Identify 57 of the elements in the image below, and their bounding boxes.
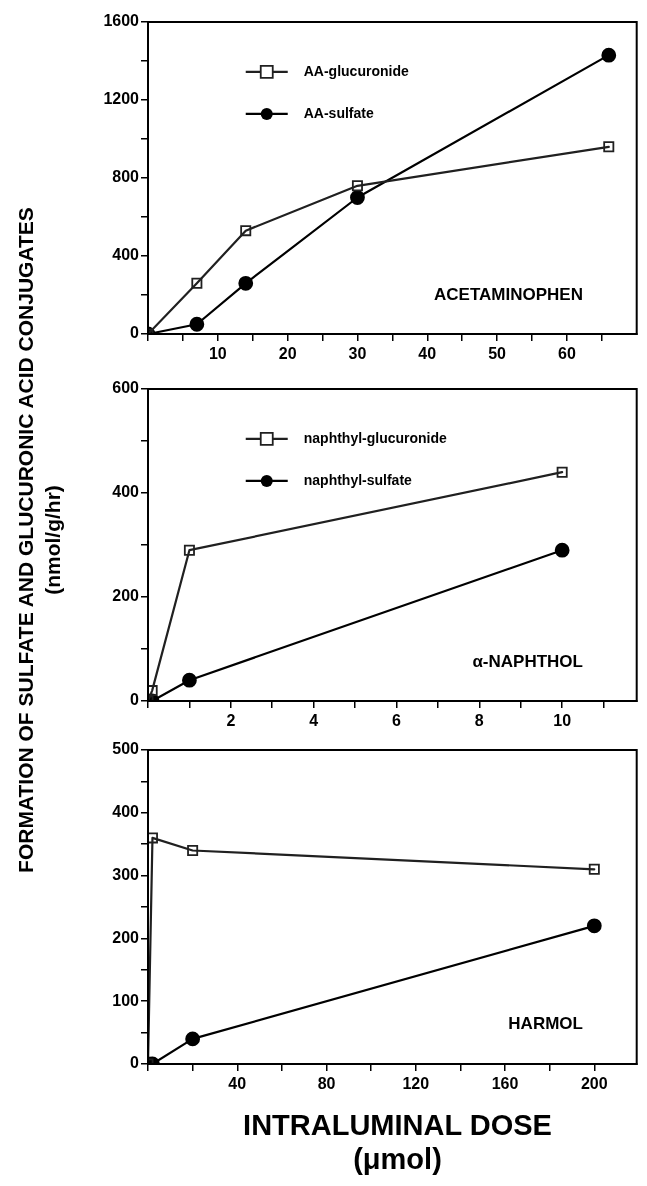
y-tick-label: 0 [130, 691, 140, 709]
x-tick-label: 2 [226, 712, 236, 730]
annotation: α-NAPHTHOL [472, 651, 583, 671]
x-tick-label: 40 [418, 345, 437, 363]
y-tick-label: 0 [130, 324, 140, 342]
point [183, 544, 195, 556]
annotation: ACETAMINOPHEN [434, 284, 583, 304]
y-tick-label: 300 [112, 866, 140, 884]
point [148, 832, 158, 844]
y-tick-label: 1200 [103, 90, 140, 108]
y-tick-label: 600 [112, 379, 140, 397]
y-tick-label: 200 [112, 928, 140, 946]
point [554, 542, 570, 558]
x-tick-label: 10 [553, 712, 572, 730]
annotation: HARMOL [508, 1014, 583, 1034]
point [556, 466, 568, 478]
x-tick-label: 120 [402, 1075, 430, 1093]
x-tick-label: 10 [208, 345, 227, 363]
point [601, 47, 617, 63]
y-tick-label: 200 [112, 587, 140, 605]
y-tick-label: 0 [130, 1054, 140, 1072]
y-tick-label: 400 [112, 246, 140, 264]
y-axis-title: FORMATION OF SULFATE AND GLUCURONIC ACID CONJUGATES (nmol/g/hr) [13, 206, 65, 875]
point [350, 190, 365, 205]
y-tick-label: 400 [112, 803, 140, 821]
point [238, 275, 254, 291]
x-tick-label: 8 [474, 712, 484, 730]
point [240, 225, 252, 237]
x-tick-label: 4 [309, 712, 319, 730]
x-tick-label: 50 [488, 345, 507, 363]
x-tick-label: 60 [557, 345, 576, 363]
legend-label: AA-sulfate [303, 104, 374, 121]
legend-label: naphthyl-sulfate [303, 471, 413, 488]
point [189, 316, 205, 332]
point [588, 863, 600, 875]
x-tick-label: 30 [348, 345, 367, 363]
legend-label: AA-glucuronide [303, 62, 409, 79]
point [148, 685, 158, 697]
x-axis-title: INTRALUMINAL DOSE (μmol) [242, 1108, 553, 1176]
x-tick-label: 80 [317, 1075, 336, 1093]
point [603, 141, 615, 153]
x-tick-label: 6 [392, 712, 402, 730]
y-tick-label: 1600 [103, 12, 140, 30]
point [191, 277, 203, 289]
y-tick-label: 100 [112, 991, 140, 1009]
x-tick-label: 40 [228, 1075, 247, 1093]
point [187, 844, 199, 856]
legend-label: naphthyl-glucuronide [303, 429, 448, 446]
point [182, 672, 197, 688]
point [586, 918, 602, 934]
y-tick-label: 800 [112, 168, 140, 186]
x-tick-label: 200 [580, 1075, 608, 1093]
point [351, 180, 363, 192]
x-tick-label: 20 [278, 345, 297, 363]
y-tick-label: 400 [112, 483, 140, 501]
y-tick-label: 500 [112, 740, 140, 758]
x-tick-label: 160 [491, 1075, 519, 1093]
